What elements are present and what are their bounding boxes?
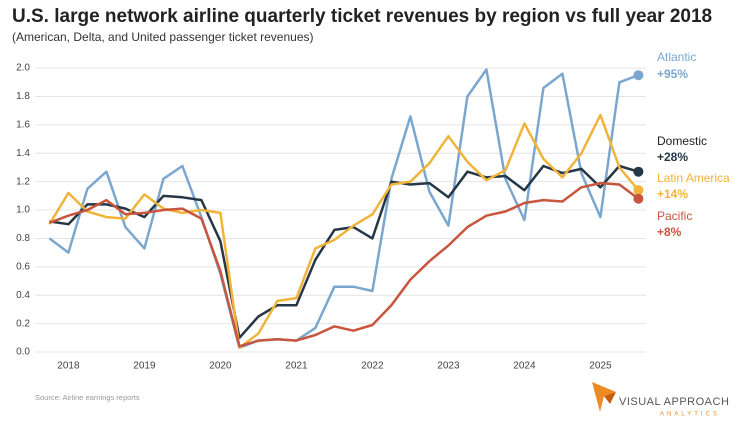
- y-tick-label: 2.0: [16, 63, 30, 74]
- x-tick-label: 2023: [437, 361, 460, 372]
- end-label: +95%: [657, 67, 688, 81]
- chart-subtitle: (American, Delta, and United passenger t…: [12, 30, 313, 44]
- y-tick-label: 1.0: [16, 205, 30, 216]
- y-tick-label: 0.8: [16, 233, 30, 244]
- x-tick-label: 2022: [361, 361, 384, 372]
- y-tick-label: 1.8: [16, 91, 30, 102]
- end-label: +14%: [657, 187, 688, 201]
- y-tick-label: 0.0: [16, 347, 30, 358]
- end-dot: [633, 185, 644, 196]
- legend-label: Domestic: [657, 134, 707, 148]
- x-tick-label: 2024: [513, 361, 536, 372]
- chart-title: U.S. large network airline quarterly tic…: [12, 6, 712, 27]
- y-tick-label: 1.2: [16, 176, 30, 187]
- end-dot: [633, 166, 644, 177]
- logo: VISUAL APPROACH ANALYTICS: [592, 382, 729, 418]
- series-line: [48, 181, 640, 348]
- end-dot: [633, 193, 644, 204]
- legend-label: Pacific: [657, 209, 692, 223]
- logo-text: VISUAL APPROACH: [619, 396, 729, 408]
- x-tick-label: 2021: [285, 361, 308, 372]
- series-line: [49, 164, 639, 340]
- x-tick-label: 2025: [589, 361, 612, 372]
- legend-label: Latin America: [657, 171, 730, 185]
- logo-subtext: ANALYTICS: [660, 412, 720, 418]
- x-tick-label: 2018: [57, 361, 80, 372]
- y-tick-label: 0.4: [16, 290, 30, 301]
- series-line: [48, 68, 639, 349]
- logo-mark: [604, 392, 616, 404]
- end-label: +8%: [657, 225, 682, 239]
- logo-mark: [592, 382, 616, 412]
- y-tick-label: 0.6: [16, 261, 30, 272]
- y-tick-label: 0.2: [16, 318, 30, 329]
- legend-label: Atlantic: [657, 50, 696, 64]
- end-dot: [633, 70, 644, 81]
- y-tick-label: 1.4: [16, 148, 30, 159]
- y-tick-label: 1.6: [16, 120, 30, 131]
- source: Source: Airline earnings reports: [35, 393, 140, 402]
- x-tick-label: 2020: [209, 361, 232, 372]
- end-label: +28%: [657, 150, 688, 164]
- series-line: [48, 113, 640, 349]
- x-tick-label: 2019: [133, 361, 156, 372]
